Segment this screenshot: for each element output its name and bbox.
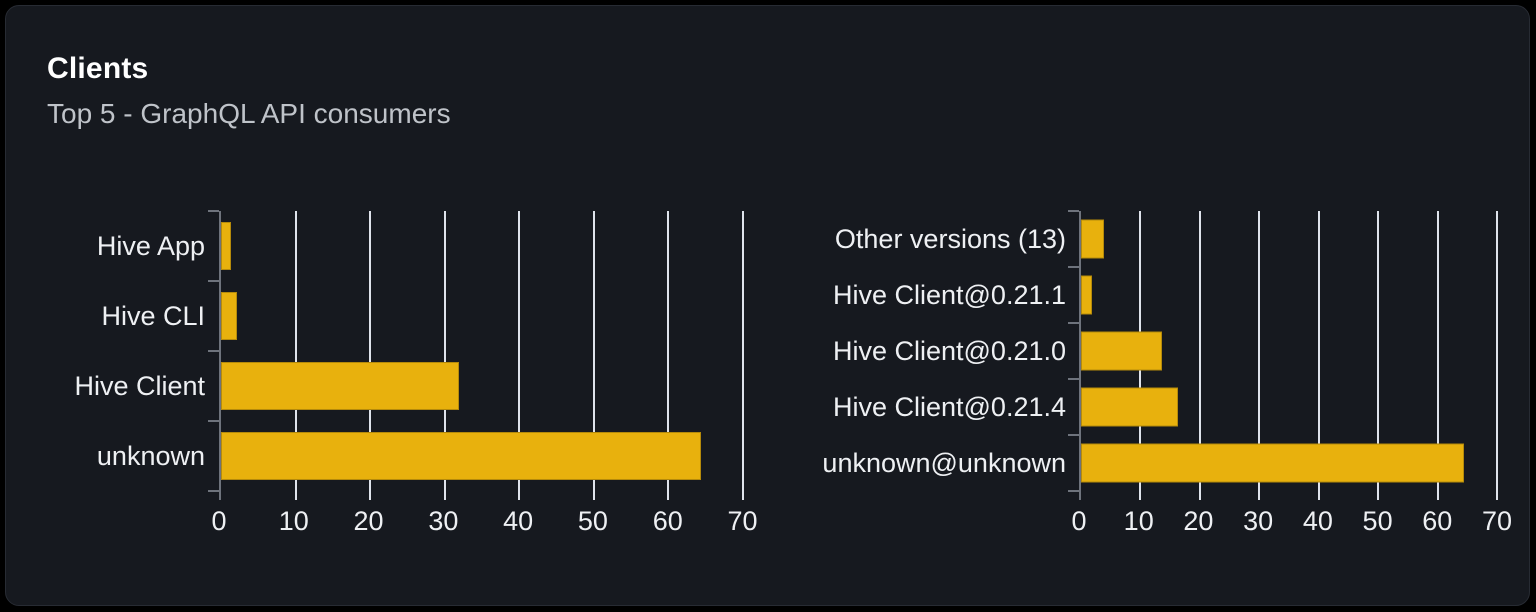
gridline	[1496, 211, 1499, 491]
chart-bar[interactable]	[221, 432, 701, 480]
category-label: Hive App	[96, 230, 205, 261]
gridline	[1377, 211, 1380, 491]
bar-rows	[221, 211, 750, 491]
chart-row	[1081, 379, 1503, 435]
x-tick-label: 40	[503, 506, 534, 536]
bar-rows	[1081, 211, 1503, 491]
x-tick-label: 60	[1422, 506, 1453, 536]
y-axis-tick	[1068, 266, 1079, 268]
gridline	[592, 211, 595, 491]
chart-row	[221, 351, 750, 421]
chart-row	[221, 281, 750, 351]
chart-bar[interactable]	[221, 222, 232, 270]
x-tick-label: 60	[652, 506, 683, 536]
grid-bottom-tick	[1258, 491, 1261, 500]
gridline	[1436, 211, 1439, 491]
gridline	[443, 211, 446, 491]
grid-bottom-tick	[294, 491, 297, 500]
y-axis-tick	[1068, 322, 1079, 324]
chart-row	[221, 211, 750, 281]
chart-bar[interactable]	[1081, 387, 1178, 427]
x-tick-label: 70	[1481, 506, 1513, 536]
category-label: unknown	[96, 440, 205, 471]
grid-bottom-tick	[1317, 491, 1320, 500]
chart-bar[interactable]	[221, 362, 459, 410]
gridline	[1258, 211, 1261, 491]
grid-bottom-tick	[369, 491, 371, 500]
grid-bottom-tick	[518, 491, 521, 500]
y-axis-tick	[208, 490, 219, 492]
category-label: unknown@unknown	[822, 447, 1066, 478]
y-axis-tick	[1068, 490, 1079, 492]
category-label: Hive Client	[74, 370, 205, 401]
gridline	[1198, 211, 1201, 491]
x-tick-label: 0	[1071, 506, 1087, 536]
y-axis-labels: Other versions (13) Hive Client@0.21.1 Hiv…	[802, 211, 1066, 491]
chart-row	[1081, 323, 1503, 379]
card-subtitle: Top 5 - GraphQL API consumers	[47, 98, 451, 129]
plot-area	[208, 210, 750, 500]
chart-row	[221, 421, 750, 491]
chart-bar[interactable]	[1081, 331, 1163, 371]
grid-bottom-tick	[1436, 491, 1439, 500]
x-tick-label: 20	[1183, 506, 1214, 536]
plot-area	[1068, 210, 1503, 500]
grid-bottom-tick	[741, 491, 744, 500]
x-tick-label: 40	[1302, 506, 1333, 536]
chart-row	[1081, 435, 1503, 491]
grid-bottom-tick	[1198, 491, 1201, 500]
x-axis-tick-labels: 0 10 20 30 40 50 60 70	[211, 503, 757, 539]
x-tick-label: 30	[1243, 506, 1274, 536]
gridline	[369, 211, 371, 491]
y-axis-tick	[1068, 210, 1079, 212]
grid-bottom-tick	[1139, 491, 1142, 500]
grid-bottom-tick	[1496, 491, 1499, 500]
y-axis-tick	[208, 210, 219, 212]
chart-row	[1081, 267, 1503, 323]
gridline	[1317, 211, 1320, 491]
grid-bottom-tick	[443, 491, 446, 500]
x-tick-label: 70	[727, 506, 758, 536]
chart-bar[interactable]	[1081, 275, 1092, 315]
category-label: Hive Client@0.21.0	[832, 335, 1066, 366]
y-axis-labels: Hive App Hive CLI Hive Client unknown	[36, 211, 205, 491]
x-tick-label: 30	[428, 506, 459, 536]
grid-bottom-tick	[1377, 491, 1380, 500]
chart-row	[1081, 211, 1503, 267]
category-label: Other versions (13)	[834, 223, 1066, 254]
x-tick-label: 0	[211, 506, 227, 536]
gridline	[667, 211, 670, 491]
card-title: Clients	[47, 52, 149, 85]
y-axis-tick	[208, 350, 219, 352]
gridline	[294, 211, 297, 491]
grid-bottom-tick	[667, 491, 670, 500]
x-axis-tick-labels: 0 10 20 30 40 50 60 70	[1071, 503, 1512, 539]
y-axis-tick	[208, 280, 219, 282]
grid-bottom-tick	[592, 491, 595, 500]
gridline	[518, 211, 521, 491]
category-label: Hive Client@0.21.4	[832, 391, 1066, 422]
y-axis-tick	[208, 420, 219, 422]
category-label: Hive Client@0.21.1	[832, 279, 1066, 310]
y-axis-bottom-extension	[219, 491, 221, 500]
category-label: Hive CLI	[101, 300, 205, 331]
y-axis-bottom-extension	[1079, 491, 1081, 500]
chart-bar[interactable]	[1081, 219, 1104, 259]
gridline	[741, 211, 744, 491]
x-tick-label: 10	[278, 506, 309, 536]
chart-bar[interactable]	[221, 292, 238, 340]
x-tick-label: 50	[577, 506, 608, 536]
clients-card: Clients Top 5 - GraphQL API consumers Hi…	[5, 5, 1530, 606]
chart-bar[interactable]	[1081, 443, 1464, 483]
x-tick-label: 10	[1123, 506, 1154, 536]
y-axis-tick	[1068, 378, 1079, 380]
x-tick-label: 50	[1362, 506, 1393, 536]
x-tick-label: 20	[353, 506, 384, 536]
y-axis-tick	[1068, 434, 1079, 436]
